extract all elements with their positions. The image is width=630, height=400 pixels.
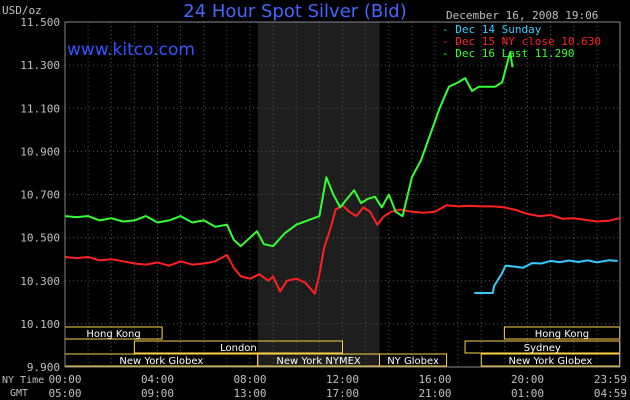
x-tick-label-ny: 04:00 (141, 373, 174, 386)
y-axis-label: USD/oz (2, 4, 42, 17)
legend-entry: - Dec 16 Last 11.290 (442, 47, 574, 60)
y-tick-label: 9.900 (27, 361, 60, 374)
session-label: Hong Kong (535, 329, 589, 340)
y-tick-label: 11.100 (20, 102, 60, 115)
chart-title: 24 Hour Spot Silver (Bid) (183, 1, 406, 22)
x-tick-label-ny: 20:00 (511, 373, 544, 386)
x-tick-label-ny: 00:00 (48, 373, 81, 386)
x-label-ny-time: NY Time (2, 375, 44, 386)
session-label: NY Globex (387, 356, 439, 367)
y-tick-label: 10.700 (20, 189, 60, 202)
session-label: New York NYMEX (276, 356, 361, 367)
chart-timestamp: December 16, 2008 19:06 (446, 9, 598, 22)
kitco-watermark: www.kitco.com (67, 40, 195, 60)
session-label: Sydney (524, 343, 561, 354)
series-line-1 (64, 204, 620, 295)
nymex-session-shading (257, 22, 380, 367)
x-tick-label-ny: 16:00 (418, 373, 451, 386)
x-tick-label-gmt: 21:00 (418, 387, 451, 400)
plot-frame (64, 21, 621, 368)
x-tick-label-ny: 12:00 (326, 373, 359, 386)
x-tick-label-gmt: 05:00 (48, 387, 81, 400)
x-tick-label-gmt: 04:59 (594, 387, 627, 400)
market-sessions: Hong Kong London New York Globex New York N… (64, 326, 621, 367)
y-tick-label: 10.300 (20, 275, 60, 288)
x-tick-label-gmt: 01:00 (511, 387, 544, 400)
y-tick-label: 11.300 (20, 59, 60, 72)
session-label: New York Globex (508, 356, 592, 367)
y-tick-label: 10.900 (20, 145, 60, 158)
y-tick-label: 10.500 (20, 232, 60, 245)
x-label-gmt: GMT (10, 388, 28, 399)
session-label: London (220, 343, 257, 354)
series-line-2 (64, 51, 514, 248)
y-axis-ticks: 11.500 11.300 11.100 10.900 10.700 10.500 10.3… (20, 16, 60, 374)
legend: - Dec 14 Sunday- Dec 15 NY close 10.630-… (442, 23, 601, 60)
session-bar (379, 353, 448, 367)
legend-entry: - Dec 14 Sunday (442, 23, 542, 36)
session-label: New York Globex (119, 356, 203, 367)
y-tick-label: 10.100 (20, 318, 60, 331)
series-line-0 (474, 259, 618, 294)
price-series (64, 51, 620, 295)
x-tick-label-gmt: 17:00 (326, 387, 359, 400)
session-label: Hong Kong (86, 329, 140, 340)
x-axis-ticks: 00:00 04:00 08:00 12:00 16:00 20:00 23:59 05:00… (48, 373, 627, 400)
legend-entry: - Dec 15 NY close 10.630 (442, 35, 601, 48)
x-tick-label-gmt: 13:00 (233, 387, 266, 400)
x-tick-label-ny: 23:59 (594, 373, 627, 386)
y-tick-label: 11.500 (20, 16, 60, 29)
x-tick-label-ny: 08:00 (233, 373, 266, 386)
session-bar (133, 340, 343, 354)
x-tick-label-gmt: 09:00 (141, 387, 174, 400)
